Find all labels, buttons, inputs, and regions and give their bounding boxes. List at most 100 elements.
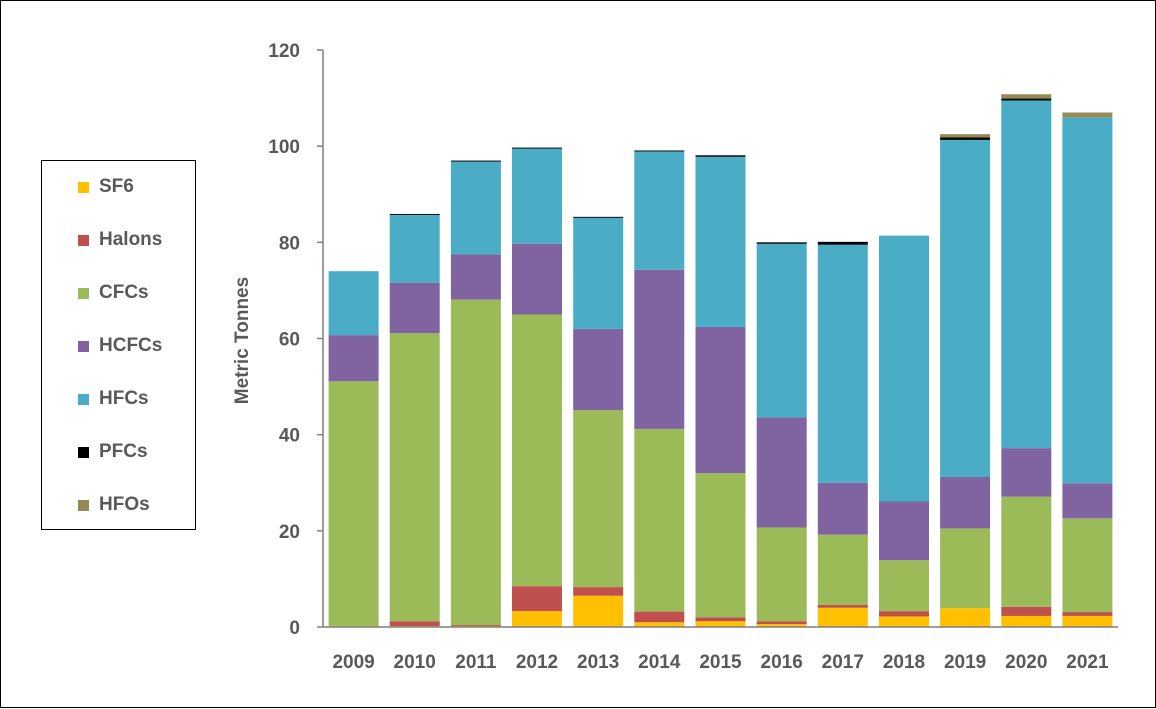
bar-segment-hfcs-2016 — [756, 243, 807, 418]
legend-swatch — [78, 499, 89, 511]
bar-segment-halons-2016 — [756, 621, 807, 625]
bar-segment-hfcs-2009 — [328, 271, 379, 336]
bar-segment-hcfcs-2016 — [756, 417, 807, 528]
bar-segment-hfcs-2020 — [1001, 100, 1052, 449]
bar-segment-pfcs-2017 — [817, 241, 868, 245]
legend-label: Halons — [99, 229, 163, 250]
y-tick-label: 0 — [289, 618, 300, 639]
bar-segment-pfcs-2019 — [940, 137, 991, 140]
bar-segment-sf6-2020 — [1001, 615, 1052, 627]
bar-segment-sf6-2012 — [512, 611, 562, 627]
legend-swatch — [78, 393, 89, 405]
bar-segment-cfcs-2010 — [389, 333, 440, 622]
bar-segment-halons-2013 — [573, 587, 624, 596]
bar-segment-cfcs-2009 — [328, 381, 379, 627]
bar-segment-pfcs-2014 — [634, 150, 685, 152]
bar-segment-hcfcs-2010 — [389, 282, 440, 334]
bar-segment-cfcs-2017 — [817, 534, 868, 605]
bar-segment-hfos-2021 — [1062, 112, 1113, 118]
bar-segment-hcfcs-2014 — [634, 269, 685, 429]
bar-segment-sf6-2014 — [634, 622, 685, 627]
x-tick-label: 2011 — [455, 652, 497, 673]
y-tick-label: 40 — [279, 426, 300, 447]
bar-segment-halons-2020 — [1001, 606, 1052, 616]
bar-segment-hfcs-2012 — [512, 148, 562, 244]
bars-layer — [328, 94, 1113, 627]
x-tick-label: 2017 — [822, 652, 864, 673]
bar-segment-pfcs-2010 — [389, 213, 440, 215]
bar-segment-sf6-2017 — [817, 607, 868, 627]
bar-segment-hfcs-2021 — [1062, 117, 1113, 484]
bar-segment-hfcs-2018 — [879, 235, 929, 502]
bar-segment-hcfcs-2013 — [573, 328, 624, 411]
bar-segment-sf6-2018 — [879, 616, 929, 627]
legend-label: HFCs — [99, 388, 149, 409]
bar-segment-hcfcs-2012 — [512, 243, 562, 315]
bar-segment-hfcs-2019 — [940, 139, 991, 477]
legend-swatch — [78, 446, 89, 458]
legend-swatch — [78, 340, 89, 352]
x-tick-label: 2021 — [1066, 652, 1109, 673]
legend-swatch — [78, 287, 89, 299]
bar-segment-hfcs-2017 — [817, 244, 868, 483]
bar-segment-cfcs-2014 — [634, 428, 685, 612]
bar-segment-cfcs-2013 — [573, 410, 624, 588]
x-tick-label: 2014 — [638, 652, 681, 673]
legend-item-halons: Halons — [78, 228, 162, 252]
bar-segment-hcfcs-2009 — [328, 335, 379, 382]
legend-item-hcfcs: HCFCs — [78, 334, 162, 358]
legend-label: CFCs — [99, 282, 149, 303]
x-tick-label: 2019 — [944, 652, 986, 673]
x-tick-label: 2013 — [577, 652, 619, 673]
y-tick-label: 100 — [268, 137, 300, 158]
bar-segment-halons-2017 — [817, 604, 868, 608]
x-tick-label: 2009 — [332, 652, 374, 673]
bar-segment-pfcs-2011 — [450, 160, 501, 162]
x-tick-label: 2018 — [883, 652, 925, 673]
bar-segment-cfcs-2021 — [1062, 518, 1113, 613]
legend-item-sf6: SF6 — [78, 175, 134, 199]
legend-item-cfcs: CFCs — [78, 281, 149, 305]
bar-segment-sf6-2019 — [940, 608, 991, 627]
x-tick-label: 2012 — [516, 652, 558, 673]
bar-segment-halons-2021 — [1062, 612, 1113, 616]
bar-segment-hcfcs-2011 — [450, 254, 501, 300]
bar-segment-hcfcs-2021 — [1062, 483, 1113, 519]
legend: SF6 Halons CFCs HCFCs HFCs PFCs HFOs — [41, 160, 196, 530]
bar-segment-sf6-2021 — [1062, 615, 1113, 627]
legend-item-hfcs: HFCs — [78, 387, 149, 411]
bar-segment-hcfcs-2017 — [817, 482, 868, 535]
bar-segment-hcfcs-2019 — [940, 476, 991, 529]
bar-segment-hfcs-2013 — [573, 217, 624, 329]
x-tick-label: 2015 — [699, 652, 742, 673]
bar-segment-cfcs-2011 — [450, 299, 501, 626]
bar-segment-cfcs-2020 — [1001, 496, 1052, 607]
x-tick-label: 2010 — [394, 652, 436, 673]
legend-label: PFCs — [99, 441, 148, 462]
bar-segment-hcfcs-2015 — [695, 326, 746, 474]
y-axis-title: Metric Tonnes — [232, 277, 253, 404]
bar-segment-hfos-2019 — [940, 134, 991, 138]
bar-segment-halons-2012 — [512, 586, 562, 612]
bar-segment-pfcs-2016 — [756, 242, 807, 244]
bar-segment-cfcs-2019 — [940, 528, 991, 609]
bar-segment-hfcs-2011 — [450, 161, 501, 255]
bar-segment-hfcs-2010 — [389, 214, 440, 283]
bar-segment-sf6-2013 — [573, 595, 624, 627]
legend-label: HCFCs — [99, 335, 163, 356]
bar-segment-hfcs-2015 — [695, 156, 746, 327]
legend-item-hfos: HFOs — [78, 493, 150, 517]
bar-segment-hcfcs-2020 — [1001, 448, 1052, 497]
legend-label: SF6 — [99, 176, 134, 197]
bar-segment-pfcs-2020 — [1001, 98, 1052, 101]
bar-segment-cfcs-2015 — [695, 473, 746, 618]
bar-segment-cfcs-2018 — [879, 560, 929, 612]
bar-segment-cfcs-2012 — [512, 314, 562, 587]
bar-segment-hcfcs-2018 — [879, 501, 929, 561]
y-tick-label: 80 — [279, 233, 300, 254]
x-tick-label: 2016 — [761, 652, 803, 673]
bar-segment-pfcs-2015 — [695, 155, 746, 157]
axes-layer: 2009 2010 2011 2012 2013 2014 2015 2016 2017 2018… — [268, 41, 1118, 673]
